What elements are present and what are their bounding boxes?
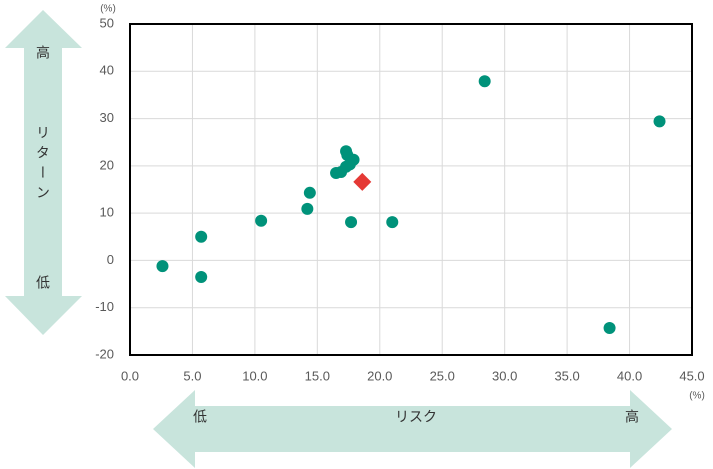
x-axis-label: (%) <box>689 391 705 402</box>
y-arrow-label: リターン <box>35 125 51 205</box>
x-tick-label: 10.0 <box>242 368 267 383</box>
y-arrow <box>5 10 82 335</box>
x-tick-label: 45.0 <box>679 368 704 383</box>
point <box>653 115 666 128</box>
x-tick-label: 20.0 <box>367 368 392 383</box>
y-tick-label: 0 <box>107 252 114 267</box>
y-tick-label: 30 <box>100 110 114 125</box>
point <box>386 216 399 229</box>
y-arrow-high: 高 <box>36 45 50 61</box>
y-tick-label: -10 <box>95 299 114 314</box>
point <box>195 230 208 243</box>
y-axis-label: (%) <box>100 4 116 15</box>
point <box>255 214 268 227</box>
y-tick-label: 50 <box>100 15 114 30</box>
y-tick-label: 40 <box>100 63 114 78</box>
x-arrow-label: リスク <box>395 409 437 425</box>
x-tick-label: 35.0 <box>554 368 579 383</box>
y-arrow-low: 低 <box>36 275 50 291</box>
x-arrow-high: 高 <box>625 409 639 425</box>
x-tick-label: 15.0 <box>305 368 330 383</box>
x-arrow-low: 低 <box>193 409 207 425</box>
x-tick-label: 40.0 <box>617 368 642 383</box>
point <box>303 186 316 199</box>
point <box>478 75 491 88</box>
y-tick-label: -20 <box>95 346 114 361</box>
point <box>195 270 208 283</box>
x-arrow <box>153 390 672 468</box>
x-tick-label: 5.0 <box>183 368 201 383</box>
point <box>603 322 616 335</box>
point <box>345 216 358 229</box>
point <box>347 153 360 166</box>
x-tick-label: 25.0 <box>430 368 455 383</box>
plot-border <box>129 23 693 356</box>
point <box>353 172 372 191</box>
x-tick-label: 30.0 <box>492 368 517 383</box>
point <box>301 202 314 215</box>
x-tick-label: 0.0 <box>121 368 139 383</box>
y-tick-label: 20 <box>100 157 114 172</box>
y-tick-label: 10 <box>100 205 114 220</box>
point <box>156 260 169 273</box>
